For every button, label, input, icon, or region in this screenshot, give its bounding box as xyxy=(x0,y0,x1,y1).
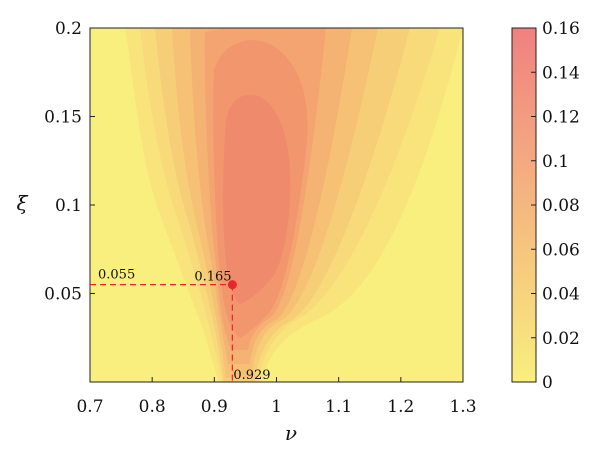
contour-level-8 xyxy=(223,94,291,304)
x-tick-label: 1 xyxy=(271,397,282,417)
peak-point xyxy=(227,280,237,290)
peak-y-label: 0.055 xyxy=(98,268,135,283)
x-tick-label: 1.3 xyxy=(449,397,476,417)
colorbar-tick-label: 0.04 xyxy=(542,285,580,305)
colorbar-tick-label: 0.06 xyxy=(542,240,580,260)
colorbar-tick-label: 0 xyxy=(542,373,553,393)
peak-guides: 0.165 0.055 0.929 xyxy=(90,268,271,383)
peak-x-label: 0.929 xyxy=(233,368,270,383)
y-tick-label: 0.05 xyxy=(44,285,82,305)
colorbar-tick-label: 0.1 xyxy=(542,152,569,172)
contour-field xyxy=(90,28,463,382)
colorbar-tick-label: 0.02 xyxy=(542,329,580,349)
colorbar-tick-label: 0.12 xyxy=(542,108,580,128)
x-tick-label: 1.2 xyxy=(387,397,414,417)
x-axis-label: ν xyxy=(285,421,297,445)
y-tick-label: 0.1 xyxy=(55,196,82,216)
colorbar-tick-label: 0.14 xyxy=(542,63,580,83)
x-tick-label: 0.9 xyxy=(201,397,228,417)
peak-value-label: 0.165 xyxy=(194,270,231,285)
y-axis-label: ξ xyxy=(16,191,28,215)
colorbar-tick-label: 0.16 xyxy=(542,19,580,39)
y-tick-label: 0.15 xyxy=(44,108,82,128)
colorbar-tick-label: 0.08 xyxy=(542,196,580,216)
x-tick-label: 0.8 xyxy=(139,397,166,417)
x-tick-label: 0.7 xyxy=(76,397,103,417)
x-axis: 0.7 0.8 0.9 1 1.1 1.2 1.3 xyxy=(76,377,477,417)
y-tick-label: 0.2 xyxy=(55,19,82,39)
x-tick-label: 1.1 xyxy=(325,397,352,417)
colorbar-axis: 0 0.02 0.04 0.06 0.08 0.1 0.12 0.14 0.16 xyxy=(531,19,580,393)
y-axis: 0.05 0.1 0.15 0.2 xyxy=(44,19,95,305)
